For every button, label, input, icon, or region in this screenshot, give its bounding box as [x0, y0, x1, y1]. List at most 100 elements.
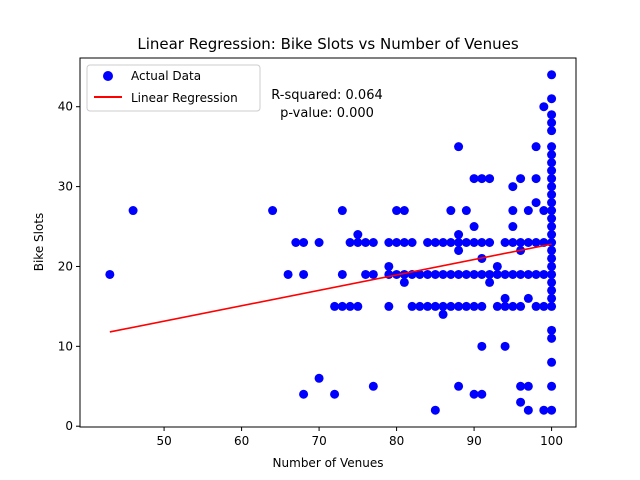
data-point	[539, 102, 549, 112]
legend-scatter-marker	[103, 71, 113, 81]
data-point	[314, 238, 324, 247]
data-point	[531, 301, 541, 311]
data-point	[337, 206, 347, 216]
data-point	[547, 301, 557, 311]
data-point	[516, 397, 526, 407]
data-point	[368, 269, 378, 279]
data-point	[430, 269, 440, 279]
data-point	[353, 230, 363, 240]
data-point	[500, 301, 510, 311]
data-point	[477, 301, 487, 311]
data-point	[454, 230, 464, 240]
data-point	[299, 269, 309, 279]
data-point	[461, 301, 471, 311]
data-point	[547, 245, 557, 255]
data-point	[516, 381, 526, 391]
x-tick-label: 100	[540, 434, 563, 448]
data-point	[477, 174, 487, 184]
data-point	[539, 206, 549, 216]
data-point	[477, 341, 487, 351]
data-point	[477, 269, 487, 279]
data-point	[291, 238, 301, 247]
data-point	[361, 238, 371, 247]
data-point	[547, 190, 557, 200]
data-point	[105, 269, 115, 279]
data-point	[345, 238, 355, 247]
data-point	[454, 301, 464, 311]
data-point	[407, 238, 417, 247]
p-value-annotation: p-value: 0.000	[280, 106, 374, 121]
data-point	[547, 381, 557, 391]
data-point	[508, 206, 518, 216]
chart-title: Linear Regression: Bike Slots vs Number …	[137, 35, 518, 53]
data-point	[523, 381, 533, 391]
data-point	[423, 238, 433, 247]
x-tick-label: 80	[389, 434, 404, 448]
data-point	[523, 405, 533, 415]
data-point	[454, 142, 464, 152]
data-point	[547, 166, 557, 176]
data-point	[392, 206, 402, 216]
data-point	[508, 182, 518, 192]
data-point	[454, 245, 464, 255]
data-point	[547, 198, 557, 208]
x-tick-label: 90	[466, 434, 481, 448]
data-point	[547, 253, 557, 263]
data-point	[485, 277, 495, 287]
legend: Actual Data Linear Regression	[86, 64, 261, 112]
data-point	[547, 333, 557, 343]
data-point	[469, 389, 479, 399]
data-point	[547, 222, 557, 232]
data-point	[492, 301, 502, 311]
plot-frame	[79, 57, 577, 428]
x-axis: 50 60 70 80 90 100	[156, 427, 563, 448]
data-point	[547, 118, 557, 128]
data-point	[500, 293, 510, 303]
y-tick-label: 20	[58, 259, 73, 273]
data-point	[523, 238, 533, 247]
data-point	[477, 389, 487, 399]
data-point	[368, 238, 378, 247]
data-point	[500, 238, 510, 247]
data-point	[430, 405, 440, 415]
y-tick-label: 10	[58, 339, 73, 353]
data-point	[384, 301, 394, 311]
data-point	[469, 174, 479, 184]
data-point	[500, 269, 510, 279]
data-point	[547, 182, 557, 192]
x-tick-label: 60	[234, 434, 249, 448]
data-point	[492, 261, 502, 271]
data-point	[454, 381, 464, 391]
data-point	[461, 206, 471, 216]
x-axis-label: Number of Venues	[273, 456, 384, 470]
data-point	[423, 301, 433, 311]
data-point	[531, 142, 541, 152]
data-point	[268, 206, 278, 216]
data-point	[531, 198, 541, 208]
data-point	[438, 309, 448, 319]
data-point	[314, 373, 324, 383]
data-point	[547, 110, 557, 120]
legend-box	[86, 64, 261, 112]
data-point	[438, 301, 448, 311]
data-point	[547, 405, 557, 415]
data-point	[516, 174, 526, 184]
data-point	[531, 174, 541, 184]
data-point	[539, 301, 549, 311]
data-point	[516, 238, 526, 247]
data-point	[485, 269, 495, 279]
data-point	[547, 214, 557, 224]
data-point	[345, 301, 355, 311]
data-point	[384, 238, 394, 247]
data-point	[415, 301, 425, 311]
data-point	[547, 94, 557, 104]
legend-label-actual-data: Actual Data	[131, 69, 201, 83]
data-point	[516, 269, 526, 279]
data-point	[438, 269, 448, 279]
data-point	[508, 222, 518, 232]
data-point	[469, 238, 479, 247]
data-point	[547, 174, 557, 184]
data-point	[547, 357, 557, 367]
data-point	[446, 301, 456, 311]
